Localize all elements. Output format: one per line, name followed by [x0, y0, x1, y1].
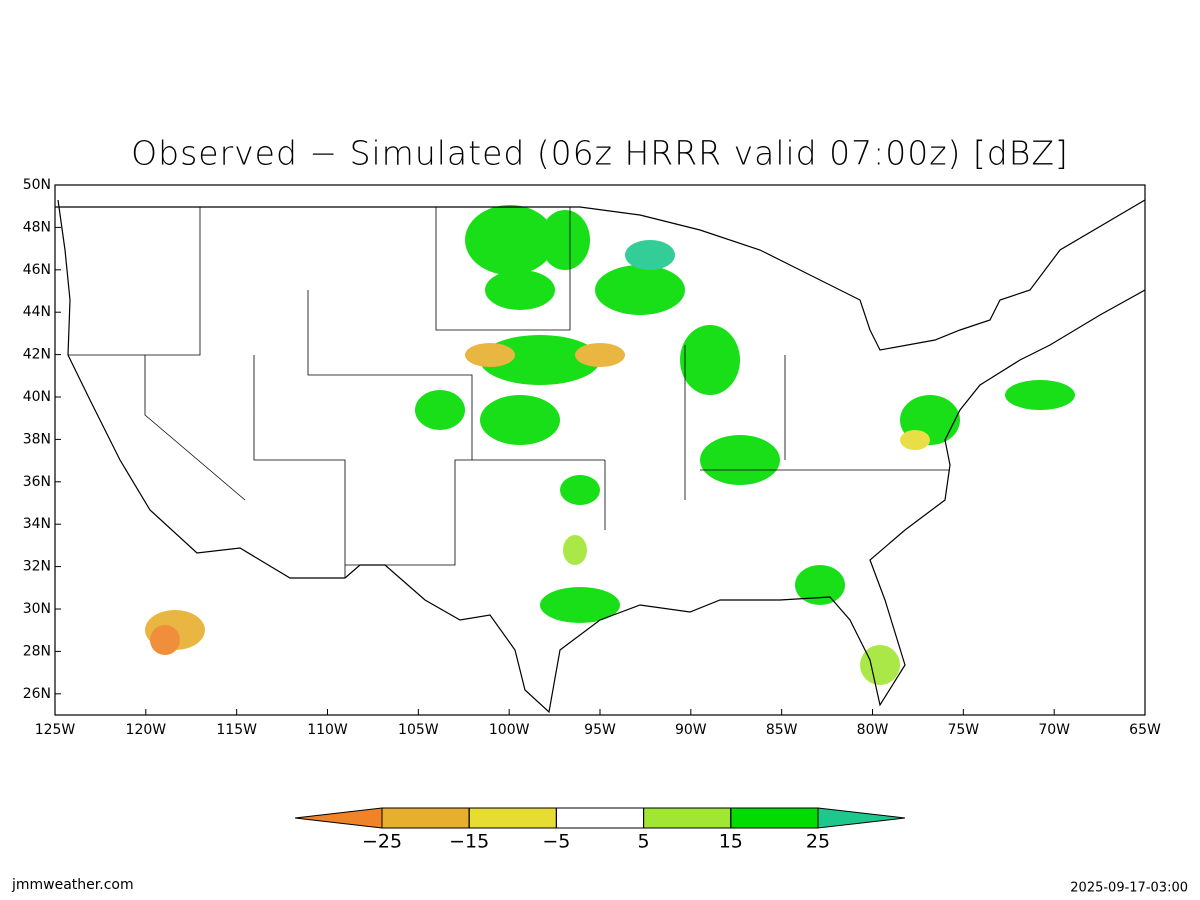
area: [700, 435, 780, 485]
area: [540, 587, 620, 623]
lat-tick-label: 34N: [23, 516, 51, 532]
coastline: [55, 199, 1146, 714]
source: jmmweather.com: [11, 877, 134, 893]
lat-tick-label: 44N: [23, 304, 51, 320]
colorbar-tick-label: 25: [806, 831, 830, 853]
area: [480, 395, 560, 445]
area: [150, 625, 180, 655]
lat-tick-label: 30N: [23, 601, 51, 617]
area: [540, 210, 590, 270]
lat-tick-label: 36N: [23, 474, 51, 490]
colorbar-tick-label: 5: [638, 831, 650, 853]
lat-tick-label: 28N: [23, 643, 51, 659]
area: [560, 475, 600, 505]
colorbar-tick-label: −5: [542, 831, 570, 853]
lon-tick-label: 100W: [489, 722, 530, 738]
colorbar-tick-label: −15: [449, 831, 489, 853]
lon-tick-label: 110W: [307, 722, 348, 738]
area: [1005, 380, 1075, 410]
lon-tick-label: 85W: [766, 722, 798, 738]
lat-tick-label: 50N: [23, 177, 51, 193]
radar-areas: [145, 205, 1075, 685]
area: [795, 565, 845, 605]
colorbar-swatch: [555, 807, 645, 829]
lat-tick-label: 48N: [23, 219, 51, 235]
colorbar-swatch: [381, 807, 470, 829]
area: [465, 205, 555, 275]
lon-tick-label: 115W: [216, 722, 257, 738]
area: [485, 270, 555, 310]
map: 125W 120W 115W 110W 105W 100W 95W 90W 85W 80W 75W 7…: [23, 177, 1161, 738]
colorbar-swatch: [468, 807, 557, 829]
area: [595, 265, 685, 315]
area: [625, 240, 675, 270]
lat-tick-label: 46N: [23, 262, 51, 278]
timestamp: 2025-09-17-03:00: [1070, 881, 1188, 896]
lon-tick-label: 75W: [947, 722, 979, 738]
area: [563, 535, 587, 565]
area: [480, 335, 600, 385]
colorbar: −25 −15 −5 5 15 25: [294, 807, 906, 853]
lon-tick-label: 125W: [35, 722, 76, 738]
lon-tick-label: 70W: [1038, 722, 1070, 738]
area: [860, 645, 900, 685]
lat-tick-label: 40N: [23, 389, 51, 405]
colorbar-tick-label: −25: [362, 831, 402, 853]
colorbar-swatch: [730, 807, 819, 829]
lon-tick-label: 105W: [398, 722, 439, 738]
lat-tick-label: 32N: [23, 559, 51, 575]
lon-tick-label: 65W: [1129, 722, 1161, 738]
colorbar-swatch: [643, 807, 732, 829]
lon-tick-label: 80W: [857, 722, 889, 738]
lon-tick-label: 90W: [675, 722, 707, 738]
lat-tick-label: 38N: [23, 431, 51, 447]
area: [680, 325, 740, 395]
area: [575, 343, 625, 367]
lat-tick-label: 26N: [23, 686, 51, 702]
lat-tick-label: 42N: [23, 347, 51, 363]
area: [415, 390, 465, 430]
area: [900, 430, 930, 450]
colorbar-tick-label: 15: [719, 831, 743, 853]
area: [465, 343, 515, 367]
title: Observed − Simulated (06z HRRR valid 07:…: [131, 134, 1069, 173]
lon-tick-label: 95W: [584, 722, 616, 738]
lon-tick-label: 120W: [126, 722, 167, 738]
state-borders: [68, 207, 950, 578]
